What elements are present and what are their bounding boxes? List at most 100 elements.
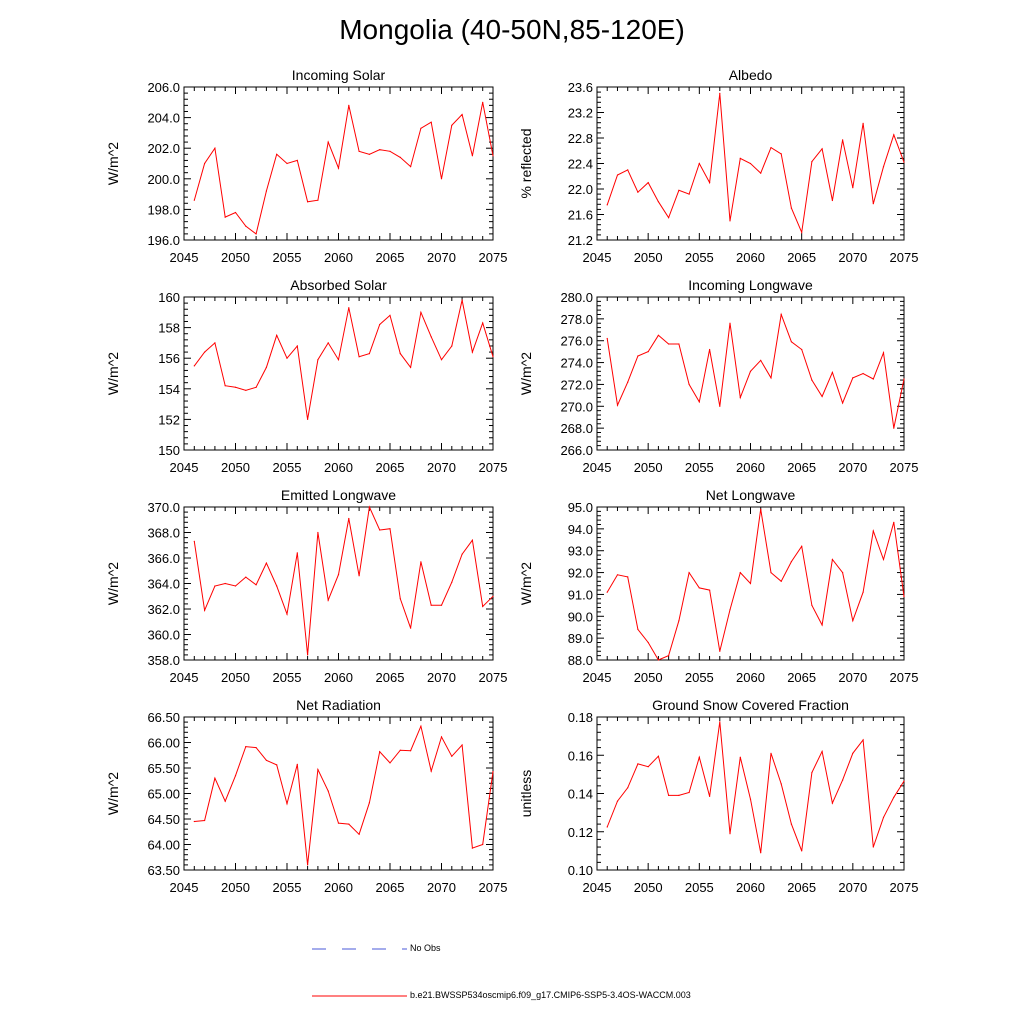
y-tick-label: 92.0: [568, 566, 593, 581]
x-tick-label: 2070: [427, 880, 456, 895]
x-tick-label: 2045: [583, 250, 612, 265]
data-point: [749, 798, 752, 800]
data-point: [327, 790, 329, 792]
data-point: [420, 561, 422, 563]
data-point: [801, 231, 803, 233]
data-point: [389, 528, 391, 530]
data-point: [903, 161, 905, 163]
data-point: [234, 775, 237, 777]
y-tick-label: 266.0: [560, 443, 593, 458]
data-point: [255, 747, 257, 749]
data-point: [296, 345, 298, 347]
y-tick-label: 63.50: [147, 863, 180, 878]
data-point: [379, 149, 381, 151]
data-point: [831, 371, 834, 373]
x-tick-label: 2065: [376, 250, 405, 265]
data-point: [389, 150, 391, 152]
data-point: [255, 386, 257, 388]
legend-obs-swatch: [312, 948, 407, 950]
data-point: [327, 141, 329, 143]
data-point: [317, 199, 319, 201]
data-point: [647, 766, 649, 768]
data-point: [668, 794, 670, 797]
data-point: [214, 342, 216, 344]
panel-5: Emitted Longwave 2045 2050 2055 2060 2065 2070…: [105, 487, 507, 685]
data-point: [811, 379, 813, 381]
y-tick-label: 66.50: [147, 710, 180, 725]
series-line: [606, 93, 905, 235]
series-line: [606, 721, 905, 853]
data-point: [276, 153, 278, 155]
data-point: [616, 574, 619, 576]
data-point: [872, 378, 874, 380]
data-point: [698, 587, 700, 589]
x-tick-label: 2055: [685, 670, 714, 685]
x-tick-label: 2055: [273, 250, 302, 265]
data-point: [637, 191, 639, 193]
data-point: [317, 531, 319, 534]
legend-model-label: b.e21.BWSSP534oscmip6.f09_g17.CMIP6-SSP5…: [410, 990, 691, 1000]
data-point: [760, 508, 762, 510]
data-point: [862, 372, 864, 375]
data-point: [821, 395, 823, 398]
data-point: [657, 201, 660, 203]
data-point: [780, 783, 782, 785]
data-point: [379, 751, 381, 753]
data-point: [317, 768, 319, 771]
data-point: [749, 370, 752, 372]
data-point: [657, 659, 660, 661]
x-tick-label: 2065: [787, 460, 816, 475]
y-tick-label: 366.0: [147, 551, 180, 566]
y-tick-label: 268.0: [560, 421, 593, 436]
panel-title: Albedo: [729, 67, 773, 83]
data-point: [337, 359, 340, 361]
x-tick-label: 2065: [787, 880, 816, 895]
data-point: [872, 203, 874, 205]
y-tick-label: 94.0: [568, 522, 593, 537]
data-point: [368, 802, 370, 804]
y-axis-label: % reflected: [518, 128, 534, 198]
panel-title: Net Radiation: [296, 697, 381, 713]
y-tick-label: 150: [158, 443, 180, 458]
y-tick-label: 152: [158, 412, 180, 427]
data-point: [399, 598, 401, 600]
data-point: [327, 599, 329, 601]
series-line: [193, 505, 494, 655]
x-tick-label: 2055: [273, 670, 302, 685]
data-point: [637, 628, 639, 631]
data-point: [760, 172, 762, 174]
data-point: [337, 822, 340, 824]
x-tick-label: 2065: [376, 670, 405, 685]
x-tick-label: 2050: [634, 250, 663, 265]
y-tick-label: 204.0: [147, 111, 180, 126]
data-point: [451, 581, 453, 583]
x-tick-label: 2075: [890, 670, 919, 685]
data-point: [265, 759, 267, 761]
y-tick-label: 362.0: [147, 602, 180, 617]
data-point: [688, 383, 690, 385]
data-point: [296, 763, 298, 766]
data-point: [482, 101, 484, 103]
data-point: [471, 847, 473, 849]
y-tick-label: 89.0: [568, 631, 593, 646]
data-point: [606, 337, 608, 340]
x-tick-label: 2065: [787, 250, 816, 265]
data-point: [678, 794, 680, 797]
x-tick-label: 2055: [685, 250, 714, 265]
data-point: [627, 576, 629, 578]
data-point: [307, 418, 309, 420]
data-point: [739, 396, 741, 399]
data-point: [440, 359, 443, 361]
plot-frame: [183, 716, 494, 871]
data-point: [678, 343, 680, 345]
y-axis-label: W/m^2: [105, 142, 121, 185]
data-point: [811, 161, 813, 163]
data-point: [698, 162, 700, 165]
data-point: [862, 739, 864, 741]
data-point: [245, 225, 247, 227]
data-point: [770, 147, 772, 149]
data-point: [451, 345, 453, 347]
x-tick-label: 2050: [634, 460, 663, 475]
data-point: [430, 336, 432, 338]
data-point: [358, 356, 360, 358]
